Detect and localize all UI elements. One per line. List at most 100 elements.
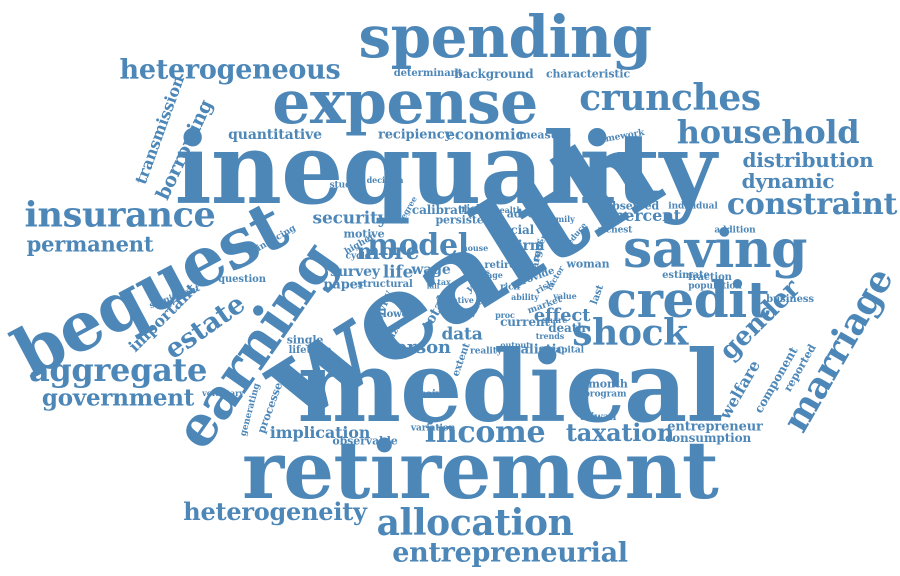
cloud-word-find: find [437,293,453,303]
cloud-word-household: household [676,113,860,151]
cloud-word-output: output [500,340,530,350]
cloud-word-economic: economic [445,125,525,144]
cloud-word-value: value [553,291,577,301]
cloud-word-observable: observable [332,434,398,448]
cloud-word-adverse: adverse [506,207,554,221]
cloud-word-taxation: taxation [565,418,675,447]
cloud-word-woman: woman [566,257,610,271]
cloud-word-question: question [218,274,266,285]
cloud-word-saving: saving [623,219,808,280]
cloud-word-decision: decision [366,175,404,185]
cloud-word-retiree: retiree [484,260,522,271]
cloud-word-variation: variation [410,423,456,434]
cloud-word-characteristic: characteristic [545,67,631,81]
cloud-word-data: data [441,324,483,345]
cloud-word-wage: wage [411,262,451,278]
cloud-word-population: population [688,281,742,292]
cloud-word-social: social [495,223,535,237]
cloud-word-fraction: fraction [688,272,732,283]
cloud-word-proc: proc [495,310,515,320]
cloud-word-paper: paper [323,277,365,293]
cloud-word-motive: motive [343,227,385,241]
cloud-word-rich: rich [500,282,520,293]
cloud-word-assets: assets [466,267,490,277]
cloud-word-allocation: allocation [376,502,574,544]
cloud-word-medical: medical [297,330,723,445]
cloud-word-permanent: permanent [26,231,154,257]
cloud-word-credit: credit [606,270,770,329]
cloud-word-share: share [542,315,568,325]
cloud-word-house: house [461,243,489,253]
cloud-word-fall: fall [426,281,440,291]
cloud-word-distribution: distribution [742,148,874,172]
cloud-word-person: person [383,337,451,358]
cloud-word-dynamic: dynamic [741,169,835,193]
cloud-word-tax: tax [437,277,451,287]
cloud-word-observed: observed [604,199,660,213]
cloud-word-measure: measure [519,128,571,142]
cloud-word-taiwan: taiwan [579,412,617,423]
cloud-word-estimate: estimate [662,270,710,281]
cloud-word-shock: shock [572,312,688,354]
cloud-word-structural: structural [357,279,413,290]
cloud-word-lower: lower [382,309,414,320]
cloud-word-reality: reality [470,346,502,357]
cloud-word-aggregate: aggregate [28,351,208,389]
cloud-word-insurance: insurance [24,194,216,236]
cloud-word-month: month [588,377,628,391]
cloud-word-current: current [500,315,550,329]
cloud-word-study: study [329,180,357,191]
cloud-word-welfare: welfare [715,356,764,423]
cloud-word-determinant: determinant [393,68,463,79]
cloud-word-income: income [424,415,546,450]
cloud-word-heterogeneous: heterogeneous [119,54,341,86]
cloud-word-trends: trends [535,331,565,341]
cloud-word-security: security [312,208,388,229]
cloud-word-entrepreneur: entrepreneur [667,419,763,435]
cloud-word-firm: firm [511,238,545,254]
cloud-word-program: program [583,389,627,400]
cloud-word-capital: capital [550,345,584,356]
cloud-word-life: life [382,262,414,283]
cloud-word-family: family [547,214,575,224]
cloud-word-individual: individual [668,201,718,212]
cloud-word-model: model [367,228,469,263]
cloud-word-inequality: inequality [174,112,717,227]
cloud-word-heterogeneity: heterogeneity [183,497,367,526]
cloud-word-cycle: cycle [345,251,371,262]
cloud-word-addition: addition [714,225,756,236]
cloud-word-implication: implication [269,423,371,442]
cloud-word-spending: spending [358,3,653,71]
cloud-word-survey: survey [330,264,380,280]
cloud-word-business: business [766,294,814,305]
cloud-word-realistic: realistic [505,342,565,358]
cloud-word-crunches: crunches [579,77,761,119]
cloud-word-retirement: retirement [241,423,719,517]
cloud-word-richer: richer [461,204,495,215]
cloud-word-age: age [487,270,503,280]
cloud-word-consumption: consumption [664,431,752,445]
cloud-word-single: single [286,333,324,347]
cloud-word-quantitative: quantitative [228,127,322,143]
cloud-word-more: more [356,239,420,265]
cloud-word-constraint: constraint [726,187,898,222]
cloud-word-receive: receive [408,389,448,400]
cloud-word-recipiency: recipiency [378,127,452,143]
cloud-word-richest: richest [597,225,633,236]
cloud-word-ability: ability [511,292,539,302]
cloud-word-percent: percent [613,206,681,225]
cloud-word-effect: effect [533,305,591,326]
cloud-word-health: health [493,205,523,215]
cloud-word-last: last [588,283,607,307]
cloud-word-voluntary: voluntary [202,388,244,398]
cloud-word-death: death [548,321,586,335]
cloud-word-persistent: persistent [435,213,497,227]
cloud-word-negative: negative [436,295,474,305]
cloud-word-background: background [454,67,534,81]
cloud-word-calibration: calibration [411,203,485,217]
cloud-word-expense: expense [272,68,538,138]
cloud-word-lifetime: lifetime [288,345,332,356]
cloud-word-government: government [41,384,195,412]
cloud-word-entrepreneurial: entrepreneurial [392,537,628,569]
